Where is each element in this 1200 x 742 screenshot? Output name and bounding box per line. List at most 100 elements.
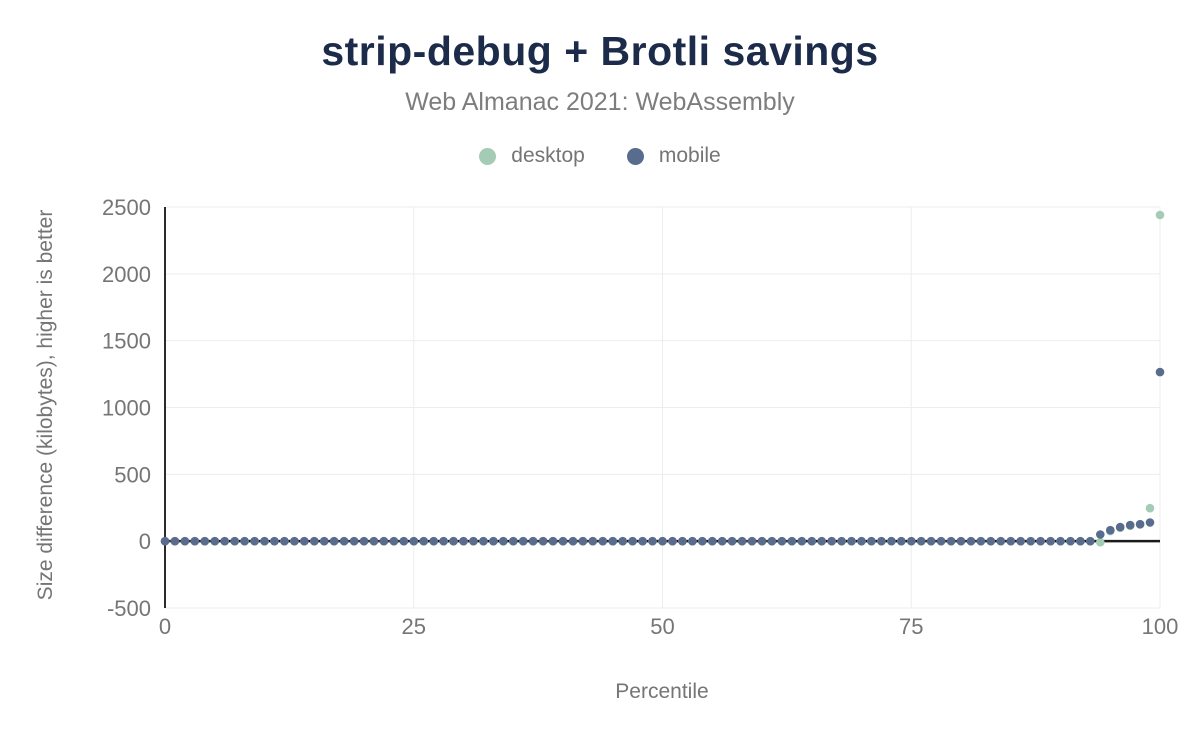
data-point-mobile[interactable] bbox=[240, 536, 249, 546]
data-point-mobile[interactable] bbox=[916, 536, 926, 546]
data-point-mobile[interactable] bbox=[588, 536, 598, 546]
data-point-mobile[interactable] bbox=[717, 536, 727, 546]
data-point-mobile[interactable] bbox=[310, 536, 319, 546]
data-point-mobile[interactable] bbox=[837, 536, 846, 546]
data-point-mobile[interactable] bbox=[349, 536, 359, 546]
data-point-mobile[interactable] bbox=[260, 536, 269, 546]
data-point-mobile[interactable] bbox=[439, 536, 448, 546]
data-point-mobile[interactable] bbox=[399, 536, 409, 546]
data-point-mobile[interactable] bbox=[688, 536, 697, 546]
data-point-mobile[interactable] bbox=[1046, 536, 1055, 546]
data-point-mobile[interactable] bbox=[538, 536, 548, 546]
data-point-mobile[interactable] bbox=[1096, 530, 1105, 539]
data-point-mobile[interactable] bbox=[897, 536, 906, 546]
data-point-mobile[interactable] bbox=[638, 536, 647, 546]
data-point-mobile[interactable] bbox=[300, 536, 309, 546]
data-point-mobile[interactable] bbox=[389, 536, 399, 546]
data-point-mobile[interactable] bbox=[250, 536, 259, 546]
data-point-mobile[interactable] bbox=[548, 536, 558, 546]
data-point-mobile[interactable] bbox=[1056, 536, 1065, 546]
data-point-mobile[interactable] bbox=[160, 536, 170, 546]
data-point-mobile[interactable] bbox=[568, 536, 578, 546]
data-point-mobile[interactable] bbox=[598, 536, 608, 546]
data-point-mobile[interactable] bbox=[339, 536, 349, 546]
legend-item-desktop[interactable]: desktop bbox=[479, 144, 585, 168]
data-point-mobile[interactable] bbox=[449, 536, 458, 546]
data-point-mobile[interactable] bbox=[877, 536, 886, 546]
data-point-mobile[interactable] bbox=[608, 536, 618, 546]
data-point-mobile[interactable] bbox=[180, 536, 190, 546]
data-point-mobile[interactable] bbox=[847, 536, 856, 546]
data-point-desktop[interactable] bbox=[1155, 210, 1165, 220]
data-point-mobile[interactable] bbox=[509, 536, 518, 546]
data-point-mobile[interactable] bbox=[976, 536, 986, 546]
data-point-mobile[interactable] bbox=[230, 536, 239, 546]
data-point-mobile[interactable] bbox=[867, 536, 876, 546]
data-point-mobile[interactable] bbox=[887, 536, 896, 546]
data-point-mobile[interactable] bbox=[200, 536, 210, 546]
data-point-mobile[interactable] bbox=[359, 536, 369, 546]
data-point-mobile[interactable] bbox=[469, 536, 478, 546]
data-point-mobile[interactable] bbox=[499, 536, 508, 546]
data-point-mobile[interactable] bbox=[578, 536, 588, 546]
data-point-mobile[interactable] bbox=[698, 536, 707, 546]
data-point-mobile[interactable] bbox=[747, 536, 757, 546]
data-point-mobile[interactable] bbox=[170, 536, 180, 546]
data-point-mobile[interactable] bbox=[1086, 536, 1095, 546]
data-point-desktop[interactable] bbox=[1096, 537, 1105, 547]
data-points-layer[interactable] bbox=[160, 210, 1165, 547]
data-point-mobile[interactable] bbox=[648, 536, 657, 546]
data-point-mobile[interactable] bbox=[1036, 536, 1045, 546]
data-point-mobile[interactable] bbox=[658, 536, 667, 546]
legend-item-mobile[interactable]: mobile bbox=[626, 144, 721, 168]
data-point-mobile[interactable] bbox=[1145, 518, 1155, 527]
data-point-mobile[interactable] bbox=[1066, 536, 1075, 546]
data-point-mobile[interactable] bbox=[956, 536, 966, 546]
data-point-mobile[interactable] bbox=[220, 536, 229, 546]
data-point-mobile[interactable] bbox=[419, 536, 429, 546]
data-point-mobile[interactable] bbox=[777, 536, 787, 546]
data-point-mobile[interactable] bbox=[827, 536, 836, 546]
data-point-mobile[interactable] bbox=[1115, 522, 1125, 532]
data-point-mobile[interactable] bbox=[757, 536, 767, 546]
data-point-mobile[interactable] bbox=[907, 536, 916, 546]
data-point-mobile[interactable] bbox=[1076, 536, 1085, 546]
data-point-mobile[interactable] bbox=[797, 536, 807, 546]
data-point-mobile[interactable] bbox=[668, 536, 677, 546]
data-point-mobile[interactable] bbox=[727, 536, 737, 546]
data-point-mobile[interactable] bbox=[528, 536, 538, 546]
data-point-mobile[interactable] bbox=[280, 536, 289, 546]
data-point-mobile[interactable] bbox=[628, 536, 637, 546]
data-point-mobile[interactable] bbox=[807, 536, 817, 546]
data-point-mobile[interactable] bbox=[1006, 536, 1016, 546]
data-point-mobile[interactable] bbox=[479, 536, 488, 546]
data-point-mobile[interactable] bbox=[489, 536, 498, 546]
data-point-desktop[interactable] bbox=[1145, 503, 1155, 513]
data-point-mobile[interactable] bbox=[618, 536, 627, 546]
data-point-mobile[interactable] bbox=[558, 536, 568, 546]
data-point-mobile[interactable] bbox=[996, 536, 1006, 546]
data-point-mobile[interactable] bbox=[817, 536, 826, 546]
data-point-mobile[interactable] bbox=[678, 536, 687, 546]
data-point-mobile[interactable] bbox=[946, 536, 956, 546]
data-point-mobile[interactable] bbox=[1016, 536, 1025, 546]
data-point-mobile[interactable] bbox=[926, 536, 936, 546]
data-point-mobile[interactable] bbox=[210, 536, 220, 546]
data-point-mobile[interactable] bbox=[518, 536, 528, 546]
data-point-mobile[interactable] bbox=[966, 536, 976, 546]
data-point-mobile[interactable] bbox=[1026, 536, 1035, 546]
data-point-mobile[interactable] bbox=[329, 536, 339, 546]
data-point-mobile[interactable] bbox=[429, 536, 439, 546]
data-point-mobile[interactable] bbox=[1155, 367, 1165, 377]
data-point-mobile[interactable] bbox=[986, 536, 996, 546]
data-point-mobile[interactable] bbox=[290, 536, 299, 546]
data-point-mobile[interactable] bbox=[319, 536, 329, 546]
data-point-mobile[interactable] bbox=[1125, 520, 1135, 530]
data-point-mobile[interactable] bbox=[787, 536, 797, 546]
data-point-mobile[interactable] bbox=[936, 536, 946, 546]
data-point-mobile[interactable] bbox=[190, 536, 200, 546]
data-point-mobile[interactable] bbox=[409, 536, 419, 546]
data-point-mobile[interactable] bbox=[737, 536, 747, 546]
data-point-mobile[interactable] bbox=[379, 536, 389, 546]
